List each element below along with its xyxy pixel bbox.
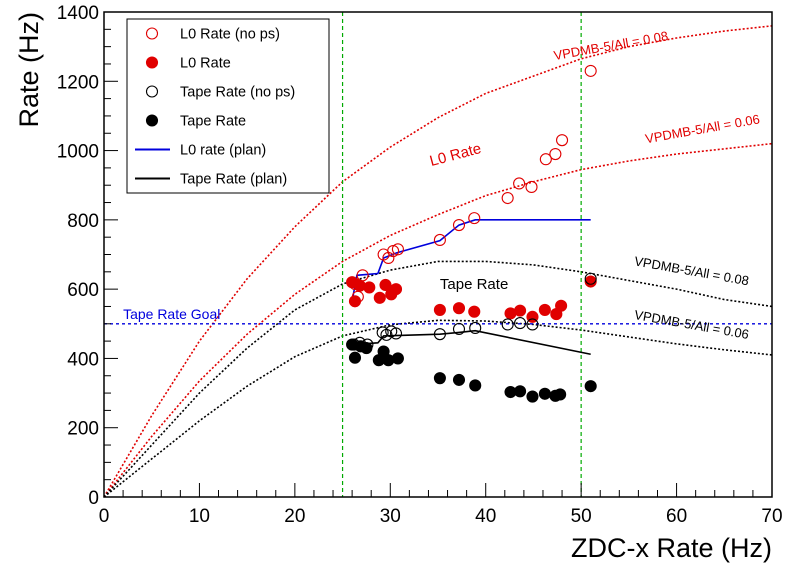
- y-tick-label-1400: 1400: [57, 3, 99, 24]
- legend-entry-tape-rate-plan-label: Tape Rate (plan): [180, 172, 287, 188]
- y-tick-label-1000: 1000: [57, 142, 99, 163]
- y-tick-label-0: 0: [88, 488, 99, 509]
- marker-l0-rate-1: [348, 295, 362, 308]
- marker-l0-rate-12: [514, 304, 527, 317]
- marker-l0-rate-8: [433, 303, 446, 316]
- plan-line-tape-rate-plan: [352, 329, 591, 356]
- marker-tape-rate-no-ps-11: [514, 317, 527, 330]
- marker-l0-rate-no-ps-11: [513, 177, 526, 190]
- annotation-tape-rate: Tape Rate: [440, 276, 508, 293]
- x-tick-label-0: 0: [99, 506, 110, 527]
- x-tick-label-20: 20: [284, 506, 305, 527]
- marker-l0-rate-9: [452, 302, 466, 315]
- marker-tape-rate-no-ps-6: [389, 327, 403, 340]
- y-tick-label-1200: 1200: [57, 72, 99, 93]
- marker-l0-rate-no-ps-12: [525, 180, 538, 193]
- marker-tape-rate-no-ps-8: [452, 322, 466, 336]
- y-axis-label: Rate (Hz): [14, 12, 44, 128]
- marker-l0-rate-no-ps-7: [433, 233, 446, 246]
- x-tick-label-40: 40: [475, 506, 496, 527]
- legend-entry-l0-rate-no-ps-swatch: [145, 27, 159, 40]
- marker-tape-rate-1: [348, 351, 362, 364]
- marker-tape-rate-no-ps-13: [584, 272, 597, 285]
- marker-l0-rate-no-ps-8: [452, 219, 466, 232]
- data-markers: [346, 64, 597, 403]
- marker-l0-rate-10: [468, 305, 481, 318]
- model-curve-0: [103, 25, 773, 498]
- x-axis-label: ZDC-x Rate (Hz): [571, 533, 772, 563]
- marker-tape-rate-no-ps-10: [501, 318, 514, 331]
- marker-l0-rate-3: [363, 281, 376, 294]
- marker-tape-rate-10: [469, 379, 482, 392]
- marker-l0-rate-no-ps-10: [501, 191, 514, 205]
- y-tick-label-200: 200: [67, 419, 99, 440]
- legend-entry-tape-rate-swatch: [145, 114, 159, 127]
- marker-l0-rate-no-ps-5: [387, 244, 400, 258]
- axes: 0 10 20 30 40 50 60 70 0 200 400 600 800 1000 1200 1400…: [14, 3, 783, 563]
- legend-box: [126, 18, 330, 194]
- legend-entry-l0-rate-plan-label: L0 rate (plan): [180, 143, 266, 159]
- marker-tape-rate-12: [514, 385, 527, 398]
- marker-tape-rate-17: [584, 380, 597, 393]
- marker-tape-rate-14: [538, 387, 551, 400]
- model-curves: [103, 25, 773, 498]
- x-tick-label-50: 50: [571, 506, 592, 527]
- legend-entry-tape-rate-label: Tape Rate: [180, 114, 246, 130]
- marker-tape-rate-no-ps-3: [376, 326, 389, 339]
- marker-l0-rate-14: [538, 303, 551, 316]
- marker-l0-rate-no-ps-15: [556, 134, 569, 147]
- marker-l0-rate-no-ps-14: [549, 147, 562, 161]
- legend-entry-tape-rate-no-ps-swatch: [145, 85, 159, 98]
- marker-tape-rate-9: [452, 373, 466, 386]
- y-tick-label-800: 800: [67, 211, 99, 232]
- marker-tape-rate-13: [526, 390, 539, 403]
- marker-l0-rate-17: [584, 275, 597, 288]
- model-curve-1: [103, 142, 773, 498]
- x-tick-label-60: 60: [666, 506, 687, 527]
- marker-l0-rate-no-ps-16: [584, 64, 597, 77]
- legend-entry-l0-rate-label: L0 Rate: [180, 56, 231, 72]
- marker-tape-rate-no-ps-9: [469, 321, 482, 334]
- marker-tape-rate-no-ps-7: [433, 328, 446, 341]
- marker-l0-rate-no-ps-6: [391, 243, 404, 256]
- x-tick-label-70: 70: [761, 506, 782, 527]
- model-curve-3: [103, 319, 773, 498]
- marker-l0-rate-16: [555, 299, 568, 312]
- marker-l0-rate-5: [379, 278, 392, 292]
- legend: L0 Rate (no ps) L0 Rate Tape Rate (no ps) T…: [126, 18, 330, 194]
- marker-tape-rate-3: [360, 341, 373, 355]
- marker-l0-rate-4: [373, 291, 386, 304]
- marker-l0-rate-7: [389, 283, 403, 296]
- marker-tape-rate-16: [554, 388, 567, 401]
- marker-tape-rate-no-ps-12: [526, 318, 539, 331]
- reference-lines: [104, 12, 772, 497]
- marker-l0-rate-no-ps-13: [539, 153, 552, 166]
- goal-line-label: Tape Rate Goal: [123, 306, 220, 322]
- legend-entry-l0-rate-no-ps-label: L0 Rate (no ps): [180, 27, 280, 43]
- marker-tape-rate-7: [391, 352, 404, 365]
- y-tick-label-400: 400: [67, 349, 99, 370]
- x-tick-label-30: 30: [380, 506, 401, 527]
- marker-l0-rate-no-ps-9: [468, 212, 481, 225]
- legend-entry-l0-rate-swatch: [145, 56, 159, 69]
- y-tick-label-600: 600: [67, 280, 99, 301]
- marker-tape-rate-8: [433, 372, 446, 385]
- legend-entry-tape-rate-no-ps-label: Tape Rate (no ps): [180, 85, 295, 101]
- model-curve-2: [103, 260, 773, 498]
- x-tick-label-10: 10: [189, 506, 210, 527]
- marker-l0-rate-no-ps-2: [356, 269, 369, 282]
